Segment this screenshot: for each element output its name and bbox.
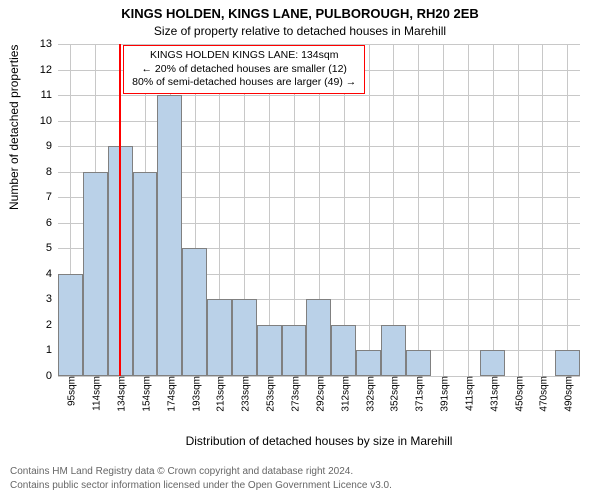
grid-line-v: [369, 44, 370, 376]
histogram-bar: [282, 325, 307, 376]
grid-line-v: [418, 44, 419, 376]
y-tick-label: 0: [46, 370, 58, 382]
y-tick-label: 6: [46, 217, 58, 229]
x-axis-label: Distribution of detached houses by size …: [58, 434, 580, 448]
histogram-bar: [356, 350, 381, 376]
x-tick-label: 233sqm: [237, 376, 252, 412]
x-tick-label: 470sqm: [535, 376, 550, 412]
y-tick-label: 3: [46, 293, 58, 305]
x-tick-label: 193sqm: [187, 376, 202, 412]
histogram-bar: [133, 172, 158, 376]
x-tick-label: 273sqm: [287, 376, 302, 412]
x-tick-label: 253sqm: [262, 376, 277, 412]
y-tick-label: 8: [46, 166, 58, 178]
histogram-bar: [306, 299, 331, 376]
x-tick-label: 450sqm: [510, 376, 525, 412]
reference-line: [119, 44, 121, 376]
y-tick-label: 13: [40, 38, 58, 50]
y-tick-label: 7: [46, 191, 58, 203]
plot-area: 01234567891011121395sqm114sqm134sqm154sq…: [58, 44, 580, 376]
y-tick-label: 11: [41, 89, 58, 101]
x-tick-label: 292sqm: [311, 376, 326, 412]
annotation-box: KINGS HOLDEN KINGS LANE: 134sqm← 20% of …: [123, 45, 365, 94]
histogram-bar: [157, 95, 182, 376]
footer-copyright-1: Contains HM Land Registry data © Crown c…: [10, 466, 353, 477]
grid-line-v: [518, 44, 519, 376]
footer-copyright-2: Contains public sector information licen…: [10, 480, 392, 491]
annotation-line: ← 20% of detached houses are smaller (12…: [132, 63, 356, 77]
x-tick-label: 154sqm: [137, 376, 152, 412]
x-tick-label: 95sqm: [63, 376, 78, 406]
y-tick-label: 9: [46, 140, 58, 152]
y-tick-label: 2: [46, 319, 58, 331]
x-tick-label: 174sqm: [162, 376, 177, 412]
y-tick-label: 5: [46, 242, 58, 254]
x-tick-label: 134sqm: [113, 376, 128, 412]
y-tick-label: 10: [40, 115, 58, 127]
x-tick-label: 352sqm: [386, 376, 401, 412]
histogram-bar: [480, 350, 505, 376]
y-tick-label: 1: [46, 344, 58, 356]
grid-line-v: [567, 44, 568, 376]
x-tick-label: 490sqm: [560, 376, 575, 412]
y-tick-label: 12: [40, 64, 58, 76]
x-tick-label: 411sqm: [460, 376, 475, 411]
histogram-bar: [257, 325, 282, 376]
property-size-chart: KINGS HOLDEN, KINGS LANE, PULBOROUGH, RH…: [0, 0, 600, 500]
grid-line-v: [493, 44, 494, 376]
y-tick-label: 4: [46, 268, 58, 280]
histogram-bar: [331, 325, 356, 376]
grid-line-v: [443, 44, 444, 376]
annotation-line: 80% of semi-detached houses are larger (…: [132, 76, 356, 90]
histogram-bar: [83, 172, 108, 376]
chart-title: KINGS HOLDEN, KINGS LANE, PULBOROUGH, RH…: [0, 6, 600, 21]
annotation-line: KINGS HOLDEN KINGS LANE: 134sqm: [132, 49, 356, 63]
histogram-bar: [381, 325, 406, 376]
histogram-bar: [182, 248, 207, 376]
x-tick-label: 332sqm: [361, 376, 376, 412]
histogram-bar: [207, 299, 232, 376]
histogram-bar: [406, 350, 431, 376]
grid-line-v: [468, 44, 469, 376]
chart-subtitle: Size of property relative to detached ho…: [0, 24, 600, 38]
x-tick-label: 213sqm: [212, 376, 227, 412]
histogram-bar: [555, 350, 580, 376]
grid-line-v: [542, 44, 543, 376]
x-tick-label: 371sqm: [411, 376, 426, 412]
x-tick-label: 431sqm: [485, 376, 500, 412]
histogram-bar: [232, 299, 257, 376]
x-tick-label: 312sqm: [336, 376, 351, 412]
x-tick-label: 391sqm: [436, 376, 451, 412]
histogram-bar: [58, 274, 83, 376]
x-tick-label: 114sqm: [88, 376, 103, 411]
